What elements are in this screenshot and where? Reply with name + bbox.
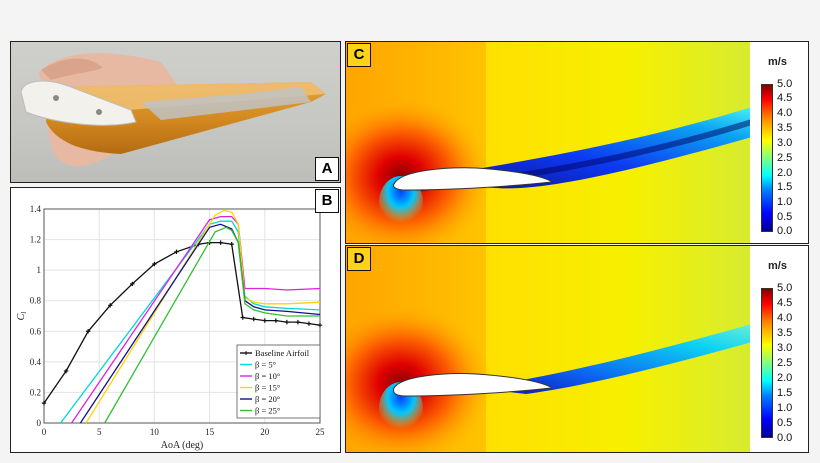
x-tick-label: 25	[316, 427, 326, 437]
data-point-baseline	[262, 318, 267, 323]
chart-series	[41, 209, 323, 424]
airfoil-shape	[393, 373, 552, 397]
colorbar-tick: 3.5	[777, 122, 793, 134]
data-point-baseline	[317, 322, 323, 328]
chart-axes: 0 5 10 15 20 25 0 0.2 0.4 0.6 0.8 1 1.2 1.4 AoA (deg) C…	[16, 204, 325, 451]
data-point-baseline	[85, 329, 91, 334]
colorbar-tick: 4.0	[777, 312, 793, 324]
thumb-shape	[41, 58, 103, 80]
panel-label-a: A	[315, 157, 339, 181]
data-point-baseline	[130, 281, 135, 287]
wing-top-edge	[51, 82, 326, 112]
colorbar-tick: 0.0	[777, 225, 793, 237]
colorbar-gradient	[761, 84, 773, 232]
y-tick-label: 1	[37, 265, 42, 275]
legend-label-baseline: Baseline Airfoil	[255, 348, 310, 358]
colorbar-tick: 4.5	[777, 297, 793, 309]
colorbar-tick: 1.0	[777, 196, 793, 208]
data-point-baseline	[108, 303, 113, 308]
colorbar-tick: 1.0	[777, 402, 793, 414]
panel-label-b: B	[315, 189, 339, 213]
data-point-baseline	[63, 368, 69, 374]
colorbar-tick: 5.0	[777, 282, 793, 294]
colorbar-tick: 3.5	[777, 327, 793, 339]
data-point-baseline	[295, 319, 301, 325]
colorbar-tick: 3.0	[777, 342, 793, 354]
data-point-baseline	[174, 249, 179, 254]
colorbar-unit: m/s	[768, 260, 787, 272]
colorbar-tick: 4.0	[777, 107, 793, 119]
legend-label-b25: β = 25°	[255, 406, 280, 416]
x-tick-label: 15	[205, 427, 215, 437]
colorbar-d: m/s 5.0 4.5 4.0 3.5 3.0 2.5 2.0 1.5 1.0 …	[750, 246, 808, 452]
velocity-field-panel-c: m/s 5.0 4.5 4.0 3.5 3.0 2.5 2.0 1.5 1.0 …	[345, 41, 809, 244]
data-point-baseline	[284, 319, 290, 325]
y-tick-label: 0.6	[30, 326, 42, 336]
lift-coefficient-chart-panel: 0 5 10 15 20 25 0 0.2 0.4 0.6 0.8 1 1.2 1.4 AoA (deg) C…	[10, 187, 341, 453]
colorbar-tick: 3.0	[777, 137, 793, 149]
y-tick-label: 1.4	[30, 204, 42, 214]
colorbar-tick: 0.0	[777, 432, 793, 444]
data-point-baseline	[251, 316, 256, 322]
y-tick-label: 0.2	[30, 387, 41, 397]
airfoil-shape	[393, 167, 552, 191]
wing-photo-panel: A	[10, 41, 341, 183]
legend-label-b15: β = 15°	[255, 383, 280, 393]
colorbar-tick: 1.5	[777, 181, 793, 193]
data-point-baseline	[273, 318, 279, 323]
x-tick-label: 10	[150, 427, 160, 437]
data-point-baseline	[152, 261, 157, 267]
series-line-b25	[104, 226, 320, 424]
colorbar-tick: 2.5	[777, 152, 793, 164]
x-tick-label: 20	[260, 427, 270, 437]
velocity-contour-c	[346, 42, 752, 243]
x-tick-label: 0	[42, 427, 47, 437]
colorbar-tick: 2.0	[777, 372, 793, 384]
wing-end-cap	[20, 80, 137, 126]
colorbar-tick: 0.5	[777, 211, 793, 223]
colorbar-tick: 5.0	[777, 78, 793, 90]
legend-box	[236, 344, 321, 419]
series-line-b15	[85, 209, 321, 424]
legend-marker-baseline	[244, 351, 248, 355]
y-tick-label: 0	[37, 418, 42, 428]
colorbar-c: m/s 5.0 4.5 4.0 3.5 3.0 2.5 2.0 1.5 1.0 …	[750, 42, 808, 243]
y-tick-label: 0.4	[30, 357, 42, 367]
colorbar-tick: 2.5	[777, 357, 793, 369]
legend-label-b5: β = 5°	[255, 360, 276, 370]
x-axis-label: AoA (deg)	[161, 440, 204, 451]
panel-label-c: C	[347, 43, 371, 67]
colorbar-tick: 2.0	[777, 167, 793, 179]
colorbar-unit: m/s	[768, 56, 787, 68]
flap-metal	[141, 87, 311, 120]
colorbar-tick: 4.5	[777, 92, 793, 104]
data-point-baseline	[41, 400, 47, 406]
data-point-baseline	[240, 315, 245, 320]
legend-label-b10: β = 10°	[255, 371, 280, 381]
wing-photo	[20, 53, 326, 167]
colorbar-gradient	[761, 288, 773, 438]
legend-label-b20: β = 20°	[255, 394, 280, 404]
y-axis-label: Cl	[16, 312, 28, 321]
data-point-baseline	[306, 321, 312, 326]
velocity-contour-d	[346, 246, 752, 452]
lift-coefficient-chart: 0 5 10 15 20 25 0 0.2 0.4 0.6 0.8 1 1.2 1.4 AoA (deg) C…	[16, 204, 325, 451]
colorbar-tick: 0.5	[777, 417, 793, 429]
data-point-baseline	[218, 240, 223, 245]
panel-label-d: D	[347, 247, 371, 271]
data-point-baseline	[229, 241, 234, 247]
velocity-field-panel-d: m/s 5.0 4.5 4.0 3.5 3.0 2.5 2.0 1.5 1.0 …	[345, 245, 809, 453]
y-tick-label: 0.8	[30, 296, 42, 306]
x-tick-label: 5	[97, 427, 102, 437]
y-tick-label: 1.2	[30, 235, 41, 245]
colorbar-tick: 1.5	[777, 387, 793, 399]
